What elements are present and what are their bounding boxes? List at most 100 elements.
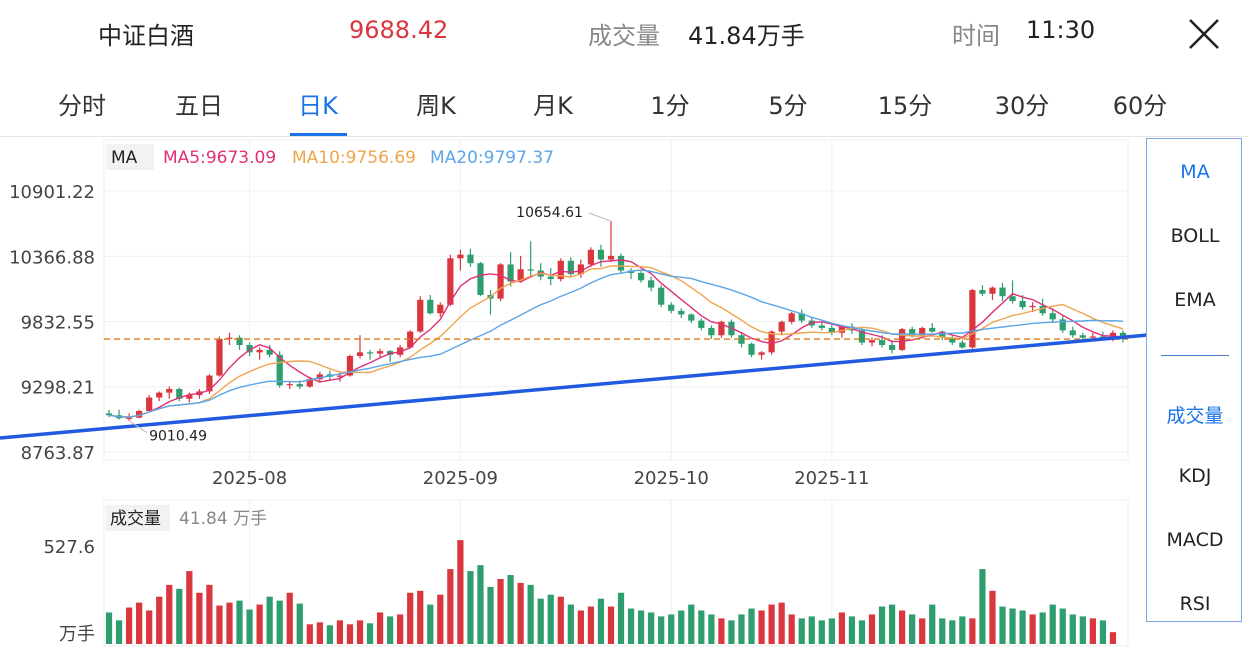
ma10-line (108, 265, 1124, 418)
candle-body (366, 352, 374, 354)
candle-body (758, 352, 765, 355)
candle-body (216, 338, 223, 376)
tab-6[interactable]: 5分 (768, 92, 808, 120)
volume-bar (286, 592, 293, 644)
candle-body (547, 276, 554, 280)
candle-body (1069, 330, 1076, 336)
candles (105, 221, 1127, 421)
volume-bar (1049, 604, 1056, 644)
candle-body (688, 314, 695, 321)
volume-bar (728, 620, 735, 644)
candle-body (949, 337, 956, 343)
candle-body (969, 290, 976, 348)
menu-ema[interactable]: EMA (1174, 289, 1216, 311)
volume-unit-tick: 万手 (59, 624, 95, 645)
tab-7[interactable]: 15分 (877, 92, 933, 120)
time-value: 11:30 (1026, 16, 1096, 44)
kline-chart[interactable]: MA MA5:9673.09 MA10:9756.69 MA20:9797.37… (0, 0, 1146, 654)
volume-bar (668, 614, 675, 644)
candle-body (527, 269, 534, 271)
tab-3[interactable]: 周K (416, 92, 456, 120)
ma20-legend: MA20:9797.37 (430, 148, 554, 168)
volume-bar (888, 604, 896, 644)
candle-body (577, 264, 584, 275)
menu-ma[interactable]: MA (1180, 161, 1210, 183)
candle-body (1079, 335, 1086, 338)
max-price-label: 10654.61 (516, 205, 583, 221)
tab-1[interactable]: 五日 (175, 92, 223, 120)
candle-body (668, 304, 675, 311)
candle-body (1089, 336, 1096, 338)
candle-body (818, 325, 825, 328)
volume-bar (1039, 612, 1046, 644)
volume-bar (216, 605, 223, 644)
candle-body (878, 340, 886, 346)
volume-bar (878, 606, 886, 644)
volume-bar (246, 609, 253, 644)
volume-bar (848, 616, 856, 644)
menu-kdj[interactable]: KDJ (1178, 465, 1212, 487)
price-pane-frame (103, 139, 1129, 461)
candle-body (1009, 296, 1016, 302)
y-tick-label: 9298.21 (21, 378, 95, 399)
candle-body (1039, 305, 1046, 314)
tab-2[interactable]: 日K (298, 92, 338, 120)
volume-bar (868, 614, 876, 644)
last-price: 9688.42 (349, 16, 449, 44)
volume-bar (196, 592, 203, 644)
price-y-axis: 10901.22 10366.88 9832.55 9298.21 8763.87 (9, 182, 95, 464)
volume-bar (527, 584, 534, 644)
chart-grid (103, 139, 1129, 647)
tab-0[interactable]: 分时 (58, 92, 106, 120)
menu-volume[interactable]: 成交量 (1166, 405, 1224, 427)
menu-rsi[interactable]: RSI (1179, 593, 1211, 615)
volume-bar (969, 618, 976, 644)
volume-bar (105, 612, 113, 644)
candle-body (768, 331, 775, 353)
candle-body (1019, 301, 1026, 308)
x-tick-label: 2025-10 (634, 468, 709, 489)
candle-body (507, 264, 514, 282)
volume-bar (176, 588, 183, 644)
volume-bar (507, 575, 514, 644)
candle-body (296, 384, 303, 387)
volume-bar (597, 598, 605, 644)
candle-body (718, 321, 725, 336)
tab-9[interactable]: 60分 (1112, 92, 1168, 120)
volume-bar (447, 569, 454, 644)
menu-macd[interactable]: MACD (1166, 529, 1224, 551)
volume-bar (698, 610, 705, 644)
volume-bar (316, 622, 323, 644)
volume-bar (1009, 608, 1016, 644)
tab-4[interactable]: 月K (533, 92, 573, 120)
volume-bar (537, 598, 544, 644)
volume-bar (437, 594, 444, 644)
volume-bar (236, 600, 243, 644)
ma10-legend: MA10:9756.69 (292, 148, 416, 168)
volume-bar (788, 614, 795, 644)
volume-bar (808, 616, 815, 644)
candle-body (658, 287, 665, 305)
volume-bar (557, 596, 564, 644)
candle-body (176, 388, 183, 399)
candle-body (236, 337, 243, 346)
tab-8[interactable]: 30分 (994, 92, 1050, 120)
candle-body (356, 352, 364, 357)
candle-body (397, 347, 404, 355)
tab-5[interactable]: 1分 (650, 92, 690, 120)
menu-divider (1161, 355, 1229, 356)
close-icon[interactable] (1186, 16, 1222, 52)
volume-bar (828, 618, 835, 644)
volume-bar (125, 607, 133, 644)
candle-body (557, 260, 564, 280)
volume-bar (547, 594, 554, 644)
volume-bars (105, 540, 1117, 644)
candle-body (407, 331, 414, 348)
menu-boll[interactable]: BOLL (1170, 225, 1220, 247)
volume-bar (407, 592, 414, 644)
x-tick-label: 2025-08 (212, 468, 287, 489)
volume-bar (1029, 614, 1036, 644)
candle-body (909, 329, 916, 336)
volume-bar (1019, 610, 1026, 644)
period-tabs: 分时 五日 日K 周K 月K 1分 5分 15分 30分 60分 (0, 72, 1248, 137)
